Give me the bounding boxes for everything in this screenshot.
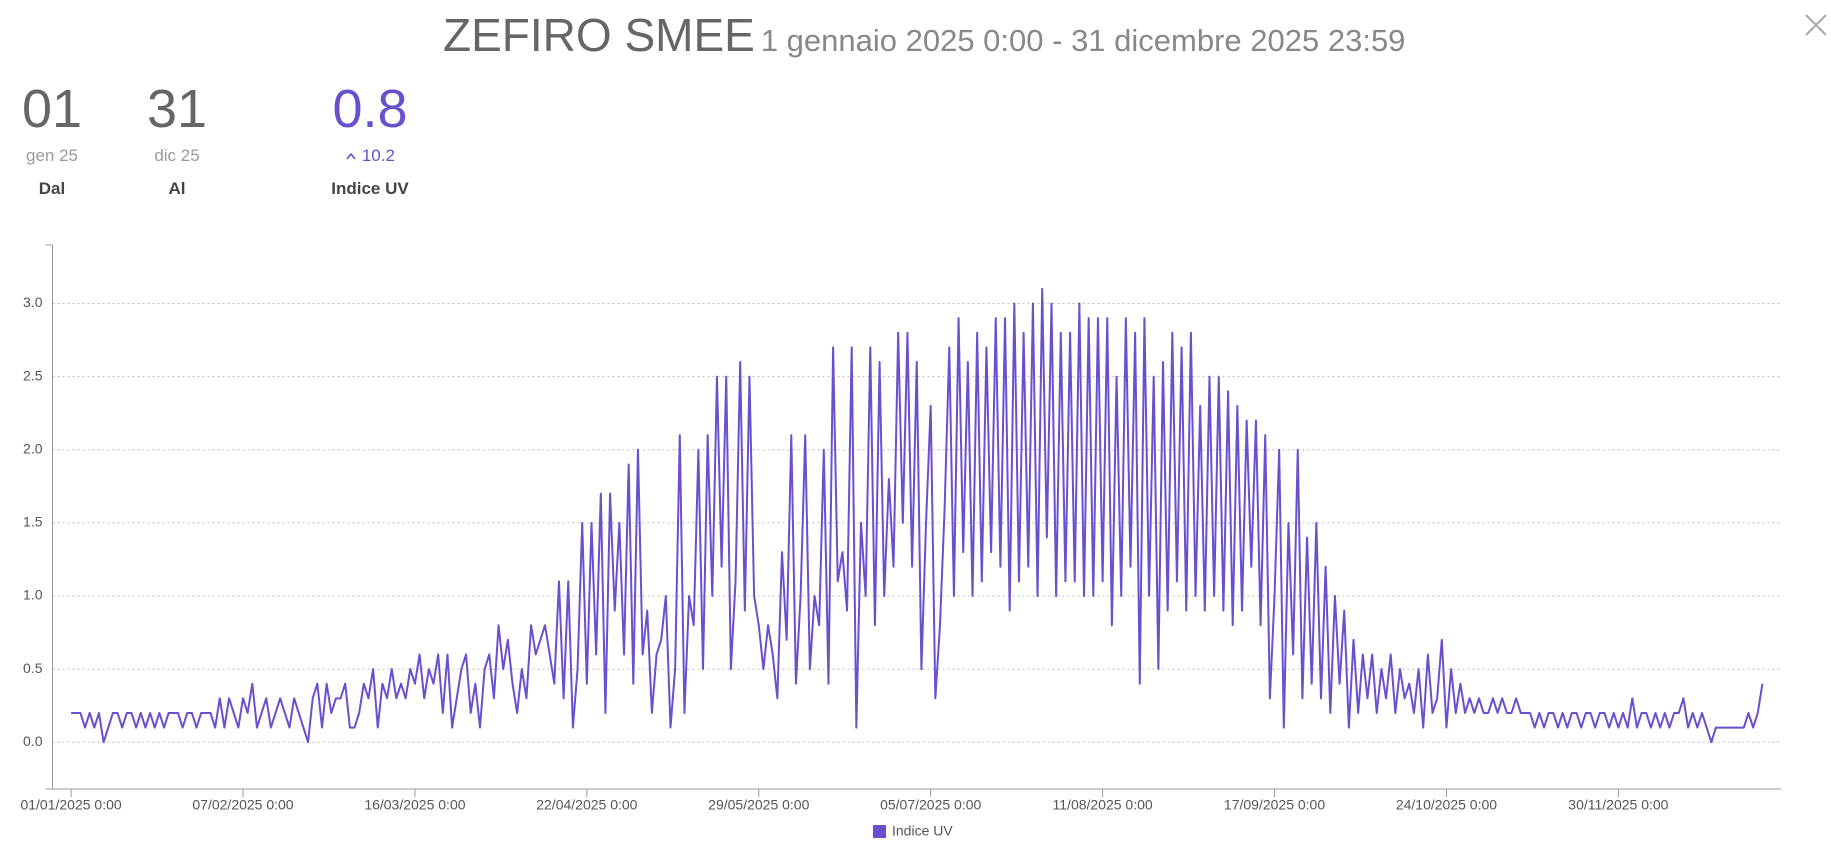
stat-sub-row: 10.2 <box>290 146 450 166</box>
y-tick-label: 2.5 <box>23 367 43 383</box>
stat-sub: dic 25 <box>154 146 200 165</box>
y-tick-label: 1.5 <box>23 514 43 530</box>
x-tick-label: 05/07/2025 0:00 <box>880 797 981 813</box>
title: ZEFIRO SMEE <box>443 9 755 61</box>
stat-label: Dal <box>38 179 66 198</box>
y-tick-label: 0.0 <box>23 733 43 749</box>
y-tick-label: 3.0 <box>23 294 43 310</box>
stat-from: 01 gen 25 Dal <box>0 78 132 199</box>
stat-sub: gen 25 <box>26 146 78 165</box>
legend-swatch <box>873 825 886 838</box>
y-tick-label: 0.5 <box>23 660 43 676</box>
x-tick-label: 07/02/2025 0:00 <box>192 797 293 813</box>
x-tick-label: 29/05/2025 0:00 <box>708 797 809 813</box>
x-tick-label: 11/08/2025 0:00 <box>1053 797 1153 813</box>
stat-value: 01 <box>21 79 83 139</box>
stat-label: Al <box>168 179 186 198</box>
y-tick-label: 2.0 <box>23 440 43 456</box>
x-tick-label: 24/10/2025 0:00 <box>1396 797 1497 813</box>
stat-value: 0.8 <box>332 79 408 139</box>
stat-value: 31 <box>146 79 208 139</box>
close-button[interactable] <box>1803 12 1829 38</box>
stat-label: Indice UV <box>331 179 409 198</box>
legend-label: Indice UV <box>892 823 953 839</box>
y-tick-label: 1.0 <box>23 587 43 603</box>
subtitle: 1 gennaio 2025 0:00 - 31 dicembre 2025 2… <box>760 23 1406 58</box>
x-tick-label: 22/04/2025 0:00 <box>536 797 637 813</box>
stat-sub: 10.2 <box>361 146 395 165</box>
stat-uv: 0.8 10.2 Indice UV <box>290 78 450 199</box>
header: ZEFIRO SMEE 1 gennaio 2025 0:00 - 31 dice… <box>443 8 1405 62</box>
x-tick-label: 01/01/2025 0:00 <box>20 797 121 813</box>
data-line <box>71 287 1764 744</box>
x-tick-label: 16/03/2025 0:00 <box>364 797 465 813</box>
x-tick-label: 17/09/2025 0:00 <box>1224 797 1325 813</box>
caret-icon <box>346 152 356 160</box>
x-tick-label: 30/11/2025 0:00 <box>1568 797 1668 813</box>
stat-to: 31 dic 25 Al <box>97 78 257 199</box>
